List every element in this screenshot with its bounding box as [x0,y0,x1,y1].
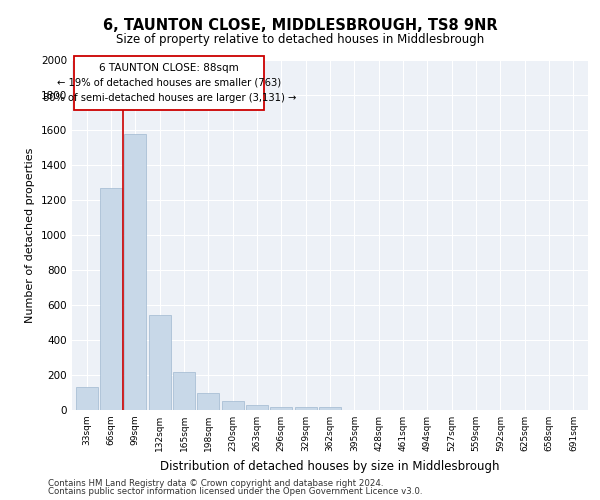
Text: 6 TAUNTON CLOSE: 88sqm: 6 TAUNTON CLOSE: 88sqm [100,62,239,72]
Text: Contains public sector information licensed under the Open Government Licence v3: Contains public sector information licen… [48,487,422,496]
Text: ← 19% of detached houses are smaller (763): ← 19% of detached houses are smaller (76… [57,78,281,88]
FancyBboxPatch shape [74,56,264,110]
Bar [173,372,195,410]
Bar [319,406,341,410]
Bar [221,401,244,410]
Bar [149,314,170,410]
Bar [295,406,317,410]
Text: Size of property relative to detached houses in Middlesbrough: Size of property relative to detached ho… [116,32,484,46]
Y-axis label: Number of detached properties: Number of detached properties [25,148,35,322]
X-axis label: Distribution of detached houses by size in Middlesbrough: Distribution of detached houses by size … [160,460,500,472]
Text: Contains HM Land Registry data © Crown copyright and database right 2024.: Contains HM Land Registry data © Crown c… [48,478,383,488]
Bar [246,405,268,410]
Bar [76,387,98,410]
Text: 80% of semi-detached houses are larger (3,131) →: 80% of semi-detached houses are larger (… [43,93,296,103]
Bar [197,394,219,410]
Bar [100,188,122,410]
Text: 6, TAUNTON CLOSE, MIDDLESBROUGH, TS8 9NR: 6, TAUNTON CLOSE, MIDDLESBROUGH, TS8 9NR [103,18,497,32]
Bar [271,406,292,410]
Bar [124,134,146,410]
